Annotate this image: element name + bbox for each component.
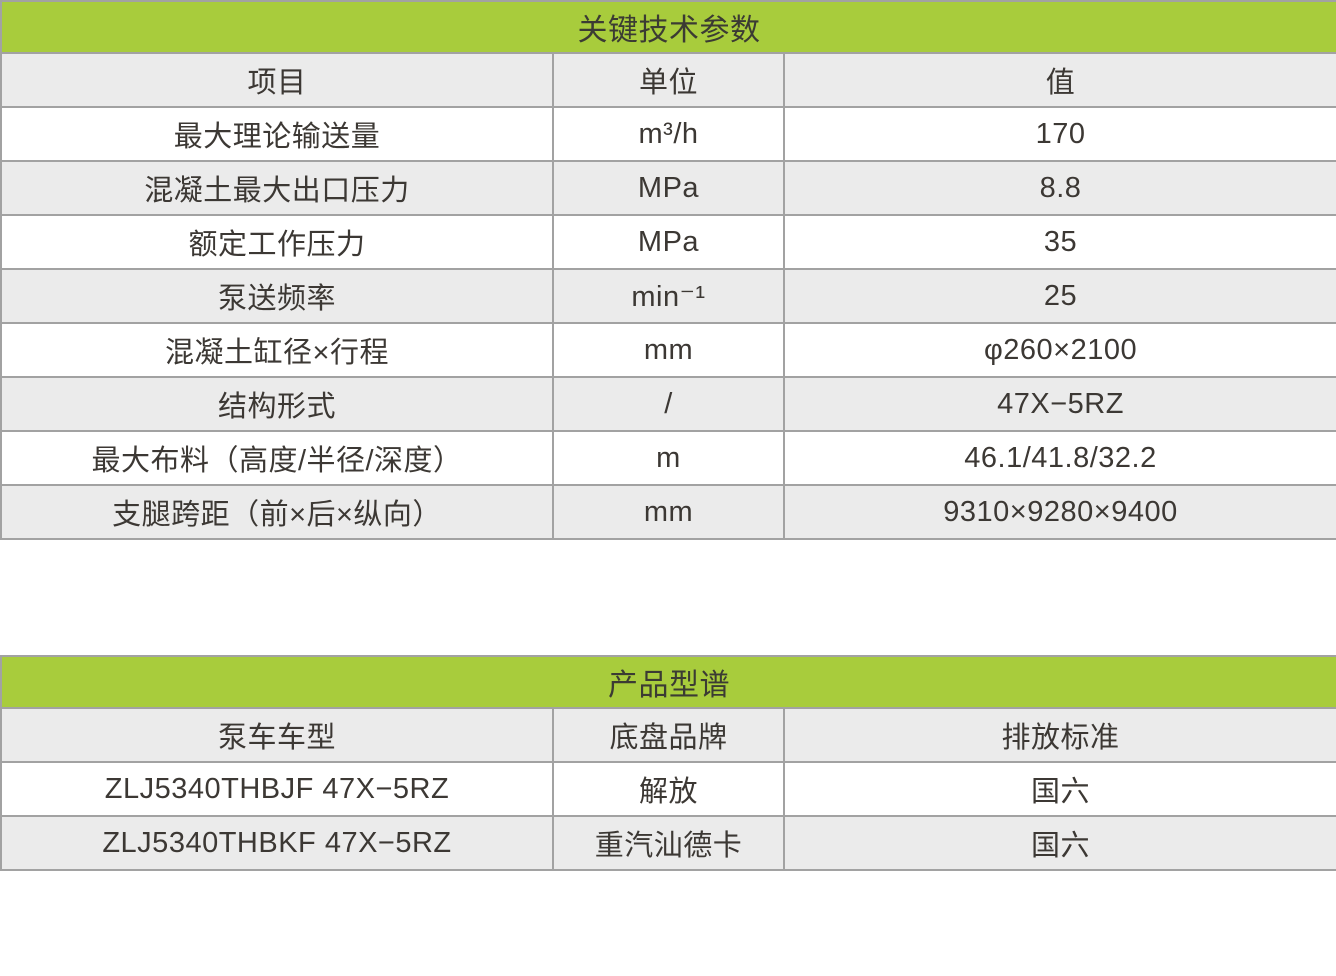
table-title-row: 产品型谱 bbox=[0, 655, 1336, 709]
table-row: 额定工作压力 MPa 35 bbox=[0, 214, 1336, 270]
column-header-row: 泵车车型 底盘品牌 排放标准 bbox=[0, 707, 1336, 763]
column-header-model: 泵车车型 bbox=[0, 707, 554, 763]
value-cell: 170 bbox=[782, 106, 1336, 162]
table-row: ZLJ5340THBKF 47X−5RZ 重汽汕德卡 国六 bbox=[0, 815, 1336, 871]
item-cell: 泵送频率 bbox=[0, 268, 554, 324]
item-cell: 结构形式 bbox=[0, 376, 554, 432]
emission-standard-cell: 国六 bbox=[782, 815, 1336, 871]
value-cell: 46.1/41.8/32.2 bbox=[782, 430, 1336, 486]
value-cell: 8.8 bbox=[782, 160, 1336, 216]
column-header-value: 值 bbox=[782, 52, 1336, 108]
table-row: 混凝土缸径×行程 mm φ260×2100 bbox=[0, 322, 1336, 378]
column-header-emission-standard: 排放标准 bbox=[782, 707, 1336, 763]
model-cell: ZLJ5340THBJF 47X−5RZ bbox=[0, 761, 554, 817]
table-row: 支腿跨距（前×后×纵向） mm 9310×9280×9400 bbox=[0, 484, 1336, 540]
chassis-brand-cell: 解放 bbox=[552, 761, 785, 817]
table-row: ZLJ5340THBJF 47X−5RZ 解放 国六 bbox=[0, 761, 1336, 817]
unit-cell: mm bbox=[552, 484, 785, 540]
table-row: 结构形式 / 47X−5RZ bbox=[0, 376, 1336, 432]
table-row: 混凝土最大出口压力 MPa 8.8 bbox=[0, 160, 1336, 216]
unit-cell: MPa bbox=[552, 160, 785, 216]
table-row: 泵送频率 min⁻¹ 25 bbox=[0, 268, 1336, 324]
item-cell: 额定工作压力 bbox=[0, 214, 554, 270]
value-cell: φ260×2100 bbox=[782, 322, 1336, 378]
table-title-row: 关键技术参数 bbox=[0, 0, 1336, 54]
unit-cell: min⁻¹ bbox=[552, 268, 785, 324]
table-row: 最大布料（高度/半径/深度） m 46.1/41.8/32.2 bbox=[0, 430, 1336, 486]
key-parameters-table: 关键技术参数 项目 单位 值 最大理论输送量 m³/h 170 混凝土最大出口压… bbox=[0, 0, 1336, 540]
key-parameters-title: 关键技术参数 bbox=[0, 0, 1336, 54]
unit-cell: / bbox=[552, 376, 785, 432]
chassis-brand-cell: 重汽汕德卡 bbox=[552, 815, 785, 871]
product-models-title: 产品型谱 bbox=[0, 655, 1336, 709]
column-header-row: 项目 单位 值 bbox=[0, 52, 1336, 108]
item-cell: 支腿跨距（前×后×纵向） bbox=[0, 484, 554, 540]
model-cell: ZLJ5340THBKF 47X−5RZ bbox=[0, 815, 554, 871]
value-cell: 35 bbox=[782, 214, 1336, 270]
item-cell: 混凝土最大出口压力 bbox=[0, 160, 554, 216]
table-row: 最大理论输送量 m³/h 170 bbox=[0, 106, 1336, 162]
item-cell: 最大布料（高度/半径/深度） bbox=[0, 430, 554, 486]
item-cell: 混凝土缸径×行程 bbox=[0, 322, 554, 378]
column-header-chassis-brand: 底盘品牌 bbox=[552, 707, 785, 763]
value-cell: 25 bbox=[782, 268, 1336, 324]
value-cell: 47X−5RZ bbox=[782, 376, 1336, 432]
value-cell: 9310×9280×9400 bbox=[782, 484, 1336, 540]
item-cell: 最大理论输送量 bbox=[0, 106, 554, 162]
product-models-table: 产品型谱 泵车车型 底盘品牌 排放标准 ZLJ5340THBJF 47X−5RZ… bbox=[0, 655, 1336, 871]
emission-standard-cell: 国六 bbox=[782, 761, 1336, 817]
column-header-item: 项目 bbox=[0, 52, 554, 108]
column-header-unit: 单位 bbox=[552, 52, 785, 108]
unit-cell: m³/h bbox=[552, 106, 785, 162]
unit-cell: MPa bbox=[552, 214, 785, 270]
unit-cell: m bbox=[552, 430, 785, 486]
unit-cell: mm bbox=[552, 322, 785, 378]
